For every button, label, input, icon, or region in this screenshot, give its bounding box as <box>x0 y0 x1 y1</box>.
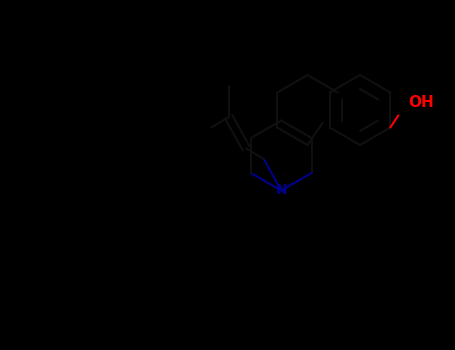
Text: N: N <box>275 183 287 197</box>
Text: OH: OH <box>408 95 434 110</box>
